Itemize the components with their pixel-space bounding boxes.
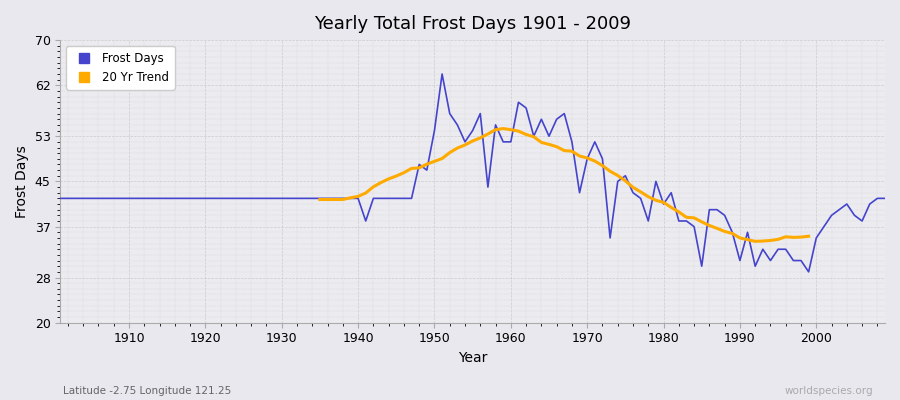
Text: worldspecies.org: worldspecies.org (785, 386, 873, 396)
Legend: Frost Days, 20 Yr Trend: Frost Days, 20 Yr Trend (67, 46, 175, 90)
Y-axis label: Frost Days: Frost Days (15, 145, 29, 218)
Title: Yearly Total Frost Days 1901 - 2009: Yearly Total Frost Days 1901 - 2009 (314, 15, 631, 33)
Text: Latitude -2.75 Longitude 121.25: Latitude -2.75 Longitude 121.25 (63, 386, 231, 396)
X-axis label: Year: Year (458, 351, 487, 365)
